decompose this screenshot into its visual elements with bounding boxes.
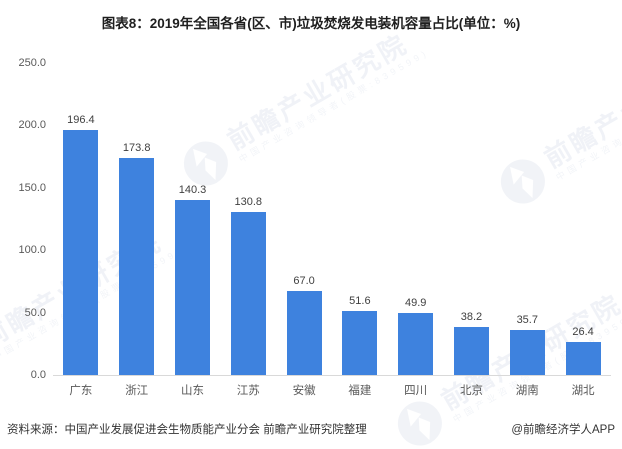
x-category-label: 福建 bbox=[348, 385, 372, 397]
x-category-label: 江苏 bbox=[236, 385, 260, 397]
bar bbox=[230, 211, 266, 375]
bar-value-label: 51.6 bbox=[349, 294, 371, 307]
bar-value-label: 130.8 bbox=[234, 195, 263, 208]
bar-column: 173.8 bbox=[109, 63, 165, 375]
bar bbox=[174, 199, 210, 375]
bar-column: 140.3 bbox=[165, 63, 221, 375]
bar bbox=[63, 129, 99, 375]
bar bbox=[342, 310, 378, 375]
bar-value-label: 173.8 bbox=[122, 142, 151, 155]
source-text: 资料来源：中国产业发展促进会生物质能产业分会 前瞻产业研究院整理 bbox=[7, 424, 367, 436]
y-tick-label: 100.0 bbox=[18, 244, 46, 257]
bar-column: 130.8 bbox=[220, 63, 276, 375]
bar bbox=[565, 342, 601, 375]
x-axis-line bbox=[53, 375, 611, 376]
x-category-label: 安徽 bbox=[292, 385, 316, 397]
bar-value-label: 49.9 bbox=[404, 296, 427, 309]
y-tick-label: 50.0 bbox=[24, 306, 46, 319]
bar-value-label: 67.0 bbox=[293, 275, 315, 288]
chart-title: 图表8：2019年全国各省(区、市)垃圾焚烧发电装机容量占比(单位：%) bbox=[101, 16, 521, 31]
bar-value-label: 38.2 bbox=[460, 311, 483, 324]
bar bbox=[509, 330, 545, 375]
x-category-label: 湖南 bbox=[515, 385, 539, 397]
y-tick-label: 200.0 bbox=[18, 119, 46, 132]
plot-area: 196.4 173.8 140.3 130.8 67.0 51.6 49.9 38.2 35.7… bbox=[53, 63, 611, 375]
bar-value-label: 26.4 bbox=[572, 326, 594, 339]
bar-column: 196.4 bbox=[53, 63, 109, 375]
credit-text: @前瞻经济学人APP bbox=[511, 424, 615, 436]
y-tick-label: 0.0 bbox=[30, 369, 46, 381]
x-category-label: 湖北 bbox=[571, 385, 595, 397]
bar-value-label: 35.7 bbox=[516, 314, 538, 327]
y-tick-label: 250.0 bbox=[18, 57, 46, 69]
x-category-label: 山东 bbox=[180, 385, 204, 397]
bar-column: 67.0 bbox=[276, 63, 332, 375]
bar-column: 51.6 bbox=[332, 63, 388, 375]
bar-column: 49.9 bbox=[388, 63, 444, 375]
bar-value-label: 196.4 bbox=[67, 113, 95, 126]
x-category-label: 北京 bbox=[459, 385, 483, 397]
bar bbox=[398, 312, 434, 375]
y-tick-label: 150.0 bbox=[18, 181, 46, 194]
x-axis-labels: 广东 浙江 山东 江苏 安徽 福建 四川 北京 湖南 湖北 bbox=[53, 382, 611, 398]
bar-value-label: 140.3 bbox=[178, 183, 207, 196]
x-category-label: 四川 bbox=[404, 385, 428, 397]
qianzhan-logo-icon bbox=[397, 401, 442, 446]
bar-column: 35.7 bbox=[499, 63, 555, 375]
bar bbox=[453, 327, 489, 375]
x-category-label: 广东 bbox=[69, 385, 93, 397]
x-category-label: 浙江 bbox=[125, 385, 149, 397]
y-axis: 250.0 200.0 150.0 100.0 50.0 0.0 bbox=[0, 0, 46, 449]
bar-column: 38.2 bbox=[444, 63, 500, 375]
bar-column: 26.4 bbox=[555, 63, 611, 375]
bar bbox=[286, 291, 322, 375]
bar bbox=[119, 158, 155, 375]
